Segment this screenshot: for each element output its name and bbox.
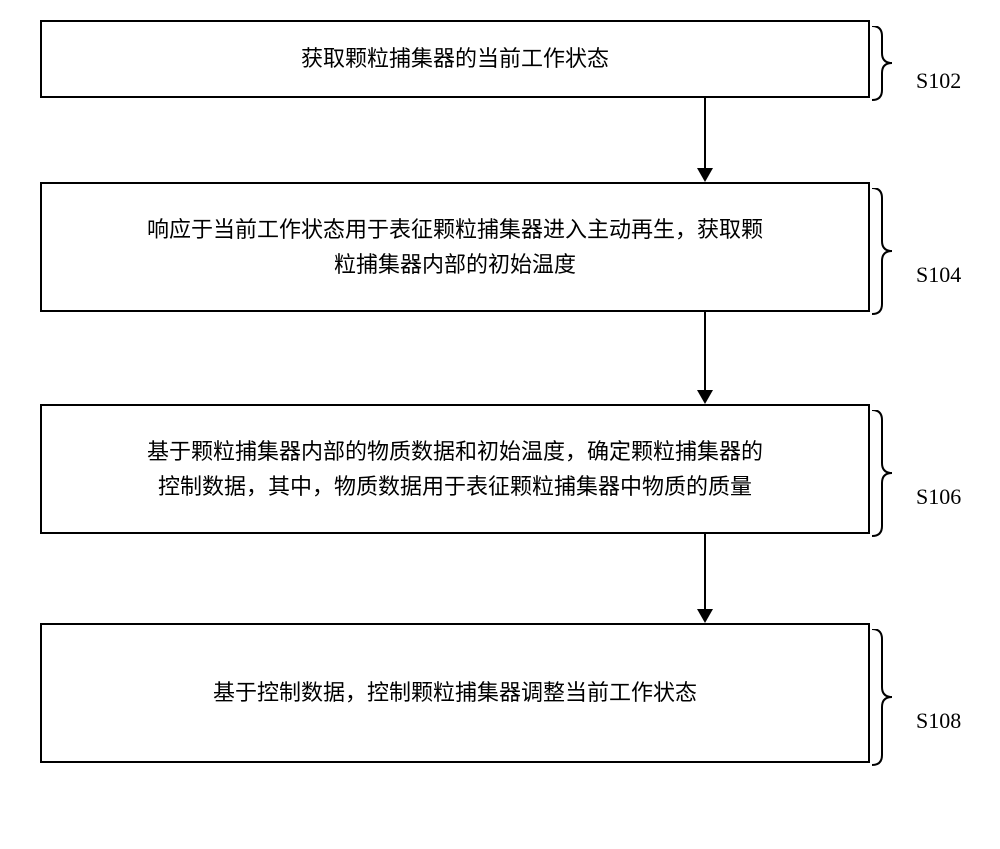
step-2-box: 响应于当前工作状态用于表征颗粒捕集器进入主动再生，获取颗粒捕集器内部的初始温度 xyxy=(40,182,870,312)
arrow-1-icon xyxy=(697,168,713,182)
connector-2 xyxy=(450,312,960,404)
connector-2-line xyxy=(704,312,706,390)
step-2-text: 响应于当前工作状态用于表征颗粒捕集器进入主动再生，获取颗粒捕集器内部的初始温度 xyxy=(147,212,763,282)
arrow-2-icon xyxy=(697,390,713,404)
arrow-3-icon xyxy=(697,609,713,623)
step-4-text: 基于控制数据，控制颗粒捕集器调整当前工作状态 xyxy=(213,675,697,710)
step-1-text: 获取颗粒捕集器的当前工作状态 xyxy=(301,41,609,76)
connector-3 xyxy=(450,534,960,623)
flowchart-container: 获取颗粒捕集器的当前工作状态 S102 响应于当前工作状态用于表征颗粒捕集器进入… xyxy=(40,20,960,763)
step-4-container: 基于控制数据，控制颗粒捕集器调整当前工作状态 S108 xyxy=(40,623,960,763)
step-1-label: S102 xyxy=(916,68,961,94)
step-1-box: 获取颗粒捕集器的当前工作状态 xyxy=(40,20,870,98)
connector-3-line xyxy=(704,534,706,609)
step-3-box: 基于颗粒捕集器内部的物质数据和初始温度，确定颗粒捕集器的控制数据，其中，物质数据… xyxy=(40,404,870,534)
step-2-brace xyxy=(868,188,908,318)
step-4-brace xyxy=(868,629,908,769)
step-1-container: 获取颗粒捕集器的当前工作状态 S102 xyxy=(40,20,960,98)
step-3-container: 基于颗粒捕集器内部的物质数据和初始温度，确定颗粒捕集器的控制数据，其中，物质数据… xyxy=(40,404,960,534)
step-3-text: 基于颗粒捕集器内部的物质数据和初始温度，确定颗粒捕集器的控制数据，其中，物质数据… xyxy=(147,434,763,504)
step-2-container: 响应于当前工作状态用于表征颗粒捕集器进入主动再生，获取颗粒捕集器内部的初始温度 … xyxy=(40,182,960,312)
connector-1 xyxy=(450,98,960,182)
step-1-brace xyxy=(868,26,908,104)
connector-1-line xyxy=(704,98,706,168)
step-4-label: S108 xyxy=(916,708,961,734)
step-3-label: S106 xyxy=(916,484,961,510)
step-2-label: S104 xyxy=(916,262,961,288)
step-4-box: 基于控制数据，控制颗粒捕集器调整当前工作状态 xyxy=(40,623,870,763)
step-3-brace xyxy=(868,410,908,540)
